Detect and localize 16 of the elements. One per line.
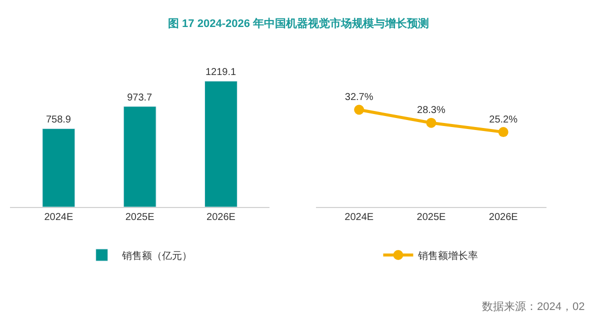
source-note: 数据来源：2024，02 (482, 300, 585, 313)
data-label: 1219.1 (205, 67, 236, 78)
x-tick-label: 2024E (44, 212, 74, 223)
legend-label: 销售额（亿元） (120, 250, 192, 262)
x-tick-label: 2025E (416, 212, 446, 223)
x-tick-label: 2025E (125, 212, 155, 223)
data-label: 32.7% (344, 92, 374, 104)
data-label: 25.2% (489, 114, 518, 126)
legend-label: 销售额增长率 (417, 250, 478, 262)
x-tick-label: 2026E (206, 212, 236, 223)
data-label: 758.9 (46, 114, 72, 126)
data-label: 973.7 (127, 92, 153, 104)
data-label: 28.3% (417, 105, 446, 116)
text: 图 17 2024-2026 年中国机器视觉市场规模与增长预测 (168, 17, 430, 30)
x-tick-label: 2026E (488, 212, 518, 223)
x-tick-label: 2024E (344, 212, 374, 223)
